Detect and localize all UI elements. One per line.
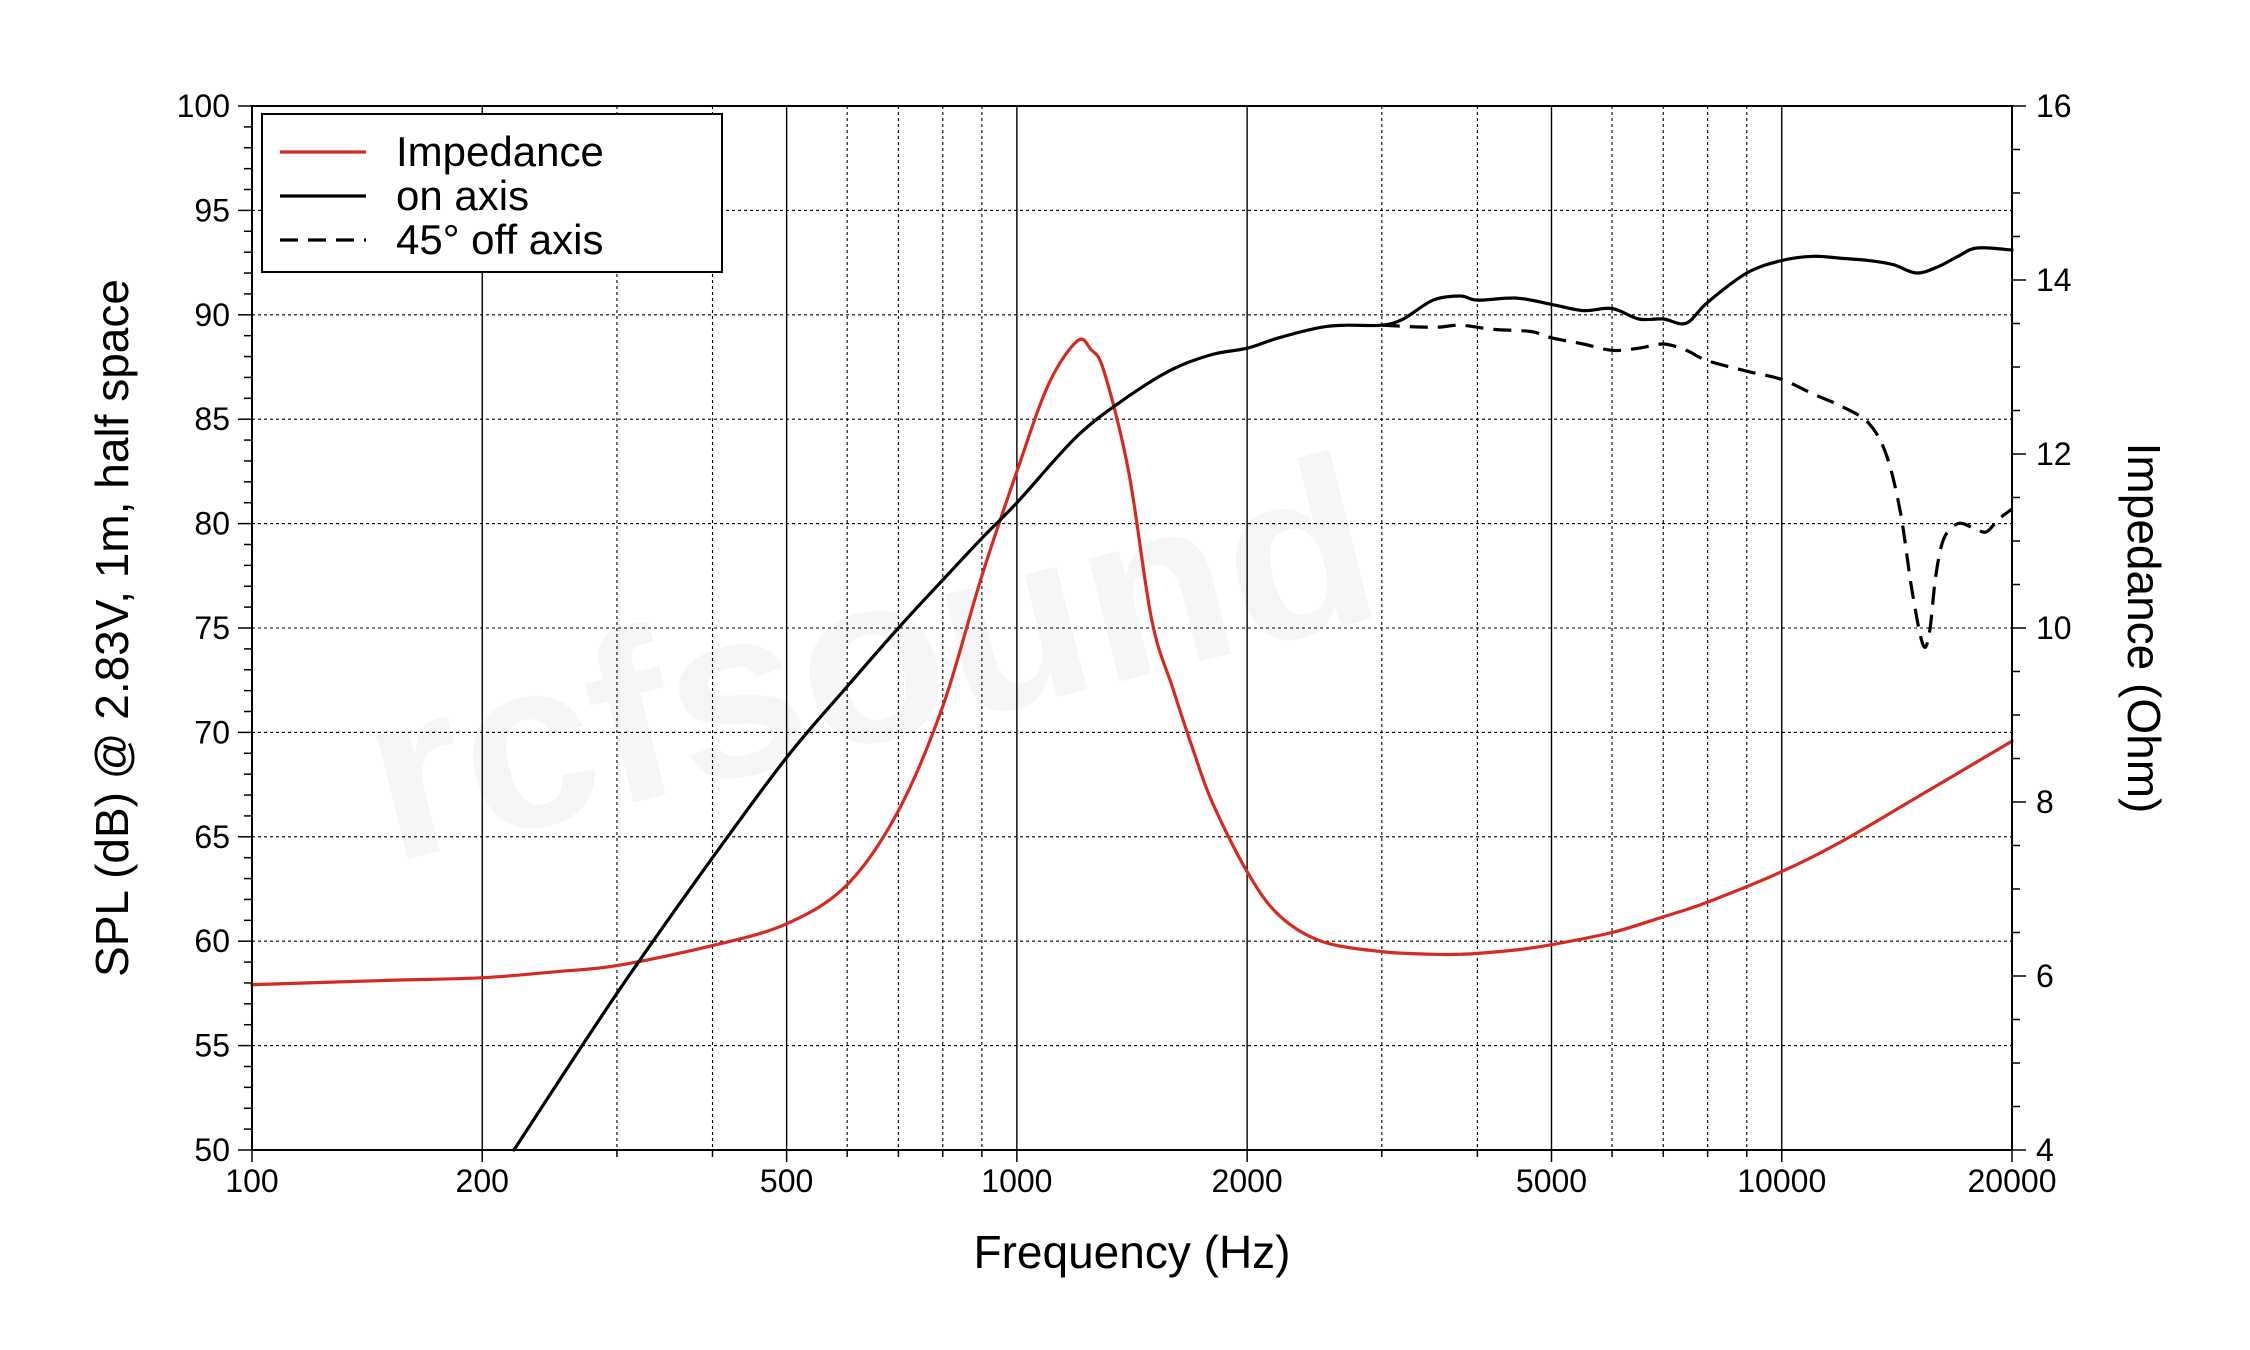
y-tick-label: 100	[177, 88, 230, 124]
y-tick-label: 70	[194, 714, 230, 750]
minor-ticks	[238, 105, 2026, 1162]
y2-tick-label: 16	[2036, 88, 2072, 124]
y-tick-label: 60	[194, 923, 230, 959]
plot-frame	[251, 105, 2013, 1151]
x-tick-label: 1000	[981, 1163, 1052, 1199]
legend-label-on-axis: on axis	[396, 172, 529, 219]
y2-tick-label: 8	[2036, 784, 2054, 820]
y2-tick-label: 12	[2036, 436, 2072, 472]
legend-box	[261, 113, 723, 273]
y2-axis-title: Impedance (Ohm)	[2118, 443, 2170, 814]
y-tick-label: 75	[194, 610, 230, 646]
y2-tick-label: 4	[2036, 1132, 2054, 1168]
x-tick-labels: 100 200 500 1000 2000 5000 10000 20000	[225, 1163, 2056, 1199]
y-tick-label: 55	[194, 1028, 230, 1064]
x-tick-label: 2000	[1212, 1163, 1283, 1199]
series-impedance	[250, 337, 2014, 987]
x-tick-label: 20000	[1968, 1163, 2057, 1199]
y-tick-label: 50	[194, 1132, 230, 1168]
y-tick-label: 65	[194, 819, 230, 855]
legend-label-impedance: Impedance	[396, 128, 604, 175]
y-tick-label: 85	[194, 401, 230, 437]
series-layer	[250, 246, 2014, 1152]
grid-lines	[252, 106, 2012, 1150]
x-tick-label: 500	[760, 1163, 813, 1199]
x-axis-title: Frequency (Hz)	[974, 1226, 1291, 1278]
series-off-axis	[1381, 323, 2013, 649]
y2-tick-label: 10	[2036, 610, 2072, 646]
y2-tick-labels: 4 6 8 10 12 14 16	[2036, 88, 2072, 1168]
y2-tick-label: 6	[2036, 958, 2054, 994]
y-tick-label: 90	[194, 297, 230, 333]
y-tick-label: 95	[194, 192, 230, 228]
legend: Impedance on axis 45° off axis	[261, 113, 723, 273]
x-tick-label: 100	[225, 1163, 278, 1199]
series-on-axis	[512, 246, 2014, 1152]
y-axis-title: SPL (dB) @ 2.83V, 1m, half space	[86, 279, 138, 977]
y2-tick-label: 14	[2036, 262, 2072, 298]
y-tick-labels: 50 55 60 65 70 75 80 85 90 95 100	[177, 88, 230, 1168]
x-tick-label: 200	[456, 1163, 509, 1199]
legend-label-off-axis: 45° off axis	[396, 216, 603, 263]
x-tick-label: 10000	[1737, 1163, 1826, 1199]
x-tick-label: 5000	[1516, 1163, 1587, 1199]
y-tick-label: 80	[194, 506, 230, 542]
